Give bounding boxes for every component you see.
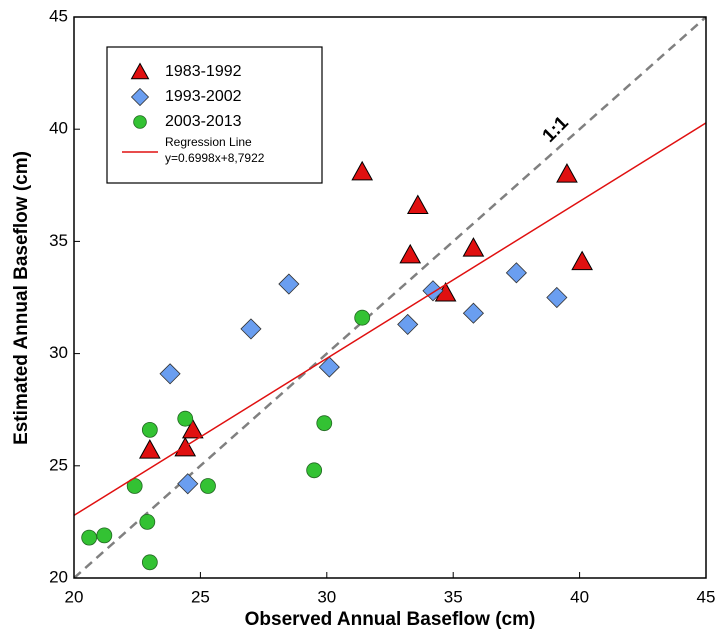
legend-label: 1983-1992 (165, 63, 242, 80)
diamond-point (318, 356, 340, 378)
diamond-point (159, 363, 181, 385)
diamond-point (177, 473, 199, 495)
circle-point (133, 115, 147, 129)
x-tick-label: 25 (191, 587, 210, 606)
y-tick-label: 35 (49, 231, 68, 250)
triangle-point (462, 237, 485, 257)
circle-point (141, 421, 158, 438)
y-tick-label: 45 (49, 6, 68, 25)
diamond-point (240, 318, 262, 340)
diamond-point (130, 87, 150, 107)
diamond-point (505, 262, 527, 284)
triangle-point (571, 250, 593, 271)
circle-point (306, 462, 323, 479)
x-axis-title: Observed Annual Baseflow (cm) (245, 609, 536, 630)
x-tick-label: 30 (317, 587, 336, 606)
triangle-point (556, 163, 578, 183)
circle-point (200, 478, 216, 494)
x-tick-label: 45 (697, 587, 716, 606)
diamond-point (397, 313, 419, 335)
circle-point (177, 410, 194, 427)
triangle-point (351, 160, 374, 181)
diamond-point (546, 286, 568, 309)
regression-line (74, 122, 706, 517)
x-tick-label: 20 (65, 587, 84, 606)
circle-point (141, 554, 158, 571)
circle-point (139, 514, 156, 530)
triangle-point (138, 439, 161, 459)
diamond-point (278, 273, 300, 295)
circle-point (316, 415, 333, 432)
triangle-point (130, 62, 150, 80)
circle-point (96, 527, 113, 544)
legend-equation: y=0.6998x+8,7922 (165, 151, 265, 165)
y-tick-label: 40 (49, 119, 68, 138)
triangle-point (399, 243, 422, 264)
reference-label: 1:1 (539, 112, 574, 147)
circle-point (354, 309, 371, 326)
legend-label: 2003-2013 (165, 113, 242, 130)
x-tick-label: 35 (444, 587, 463, 606)
plot-frame (73, 16, 707, 579)
y-tick-label: 30 (49, 343, 68, 362)
y-tick-label: 25 (49, 455, 68, 474)
triangle-point (406, 194, 429, 214)
circle-point (81, 529, 98, 546)
triangle-point (181, 418, 204, 439)
legend-label: 1993-2002 (165, 88, 242, 105)
x-tick-label: 40 (570, 587, 589, 606)
y-tick-label: 20 (49, 567, 68, 586)
diamond-point (462, 302, 484, 324)
y-axis-title: Estimated Annual Baseflow (cm) (11, 151, 32, 445)
legend-label: Regression Line (165, 135, 252, 149)
